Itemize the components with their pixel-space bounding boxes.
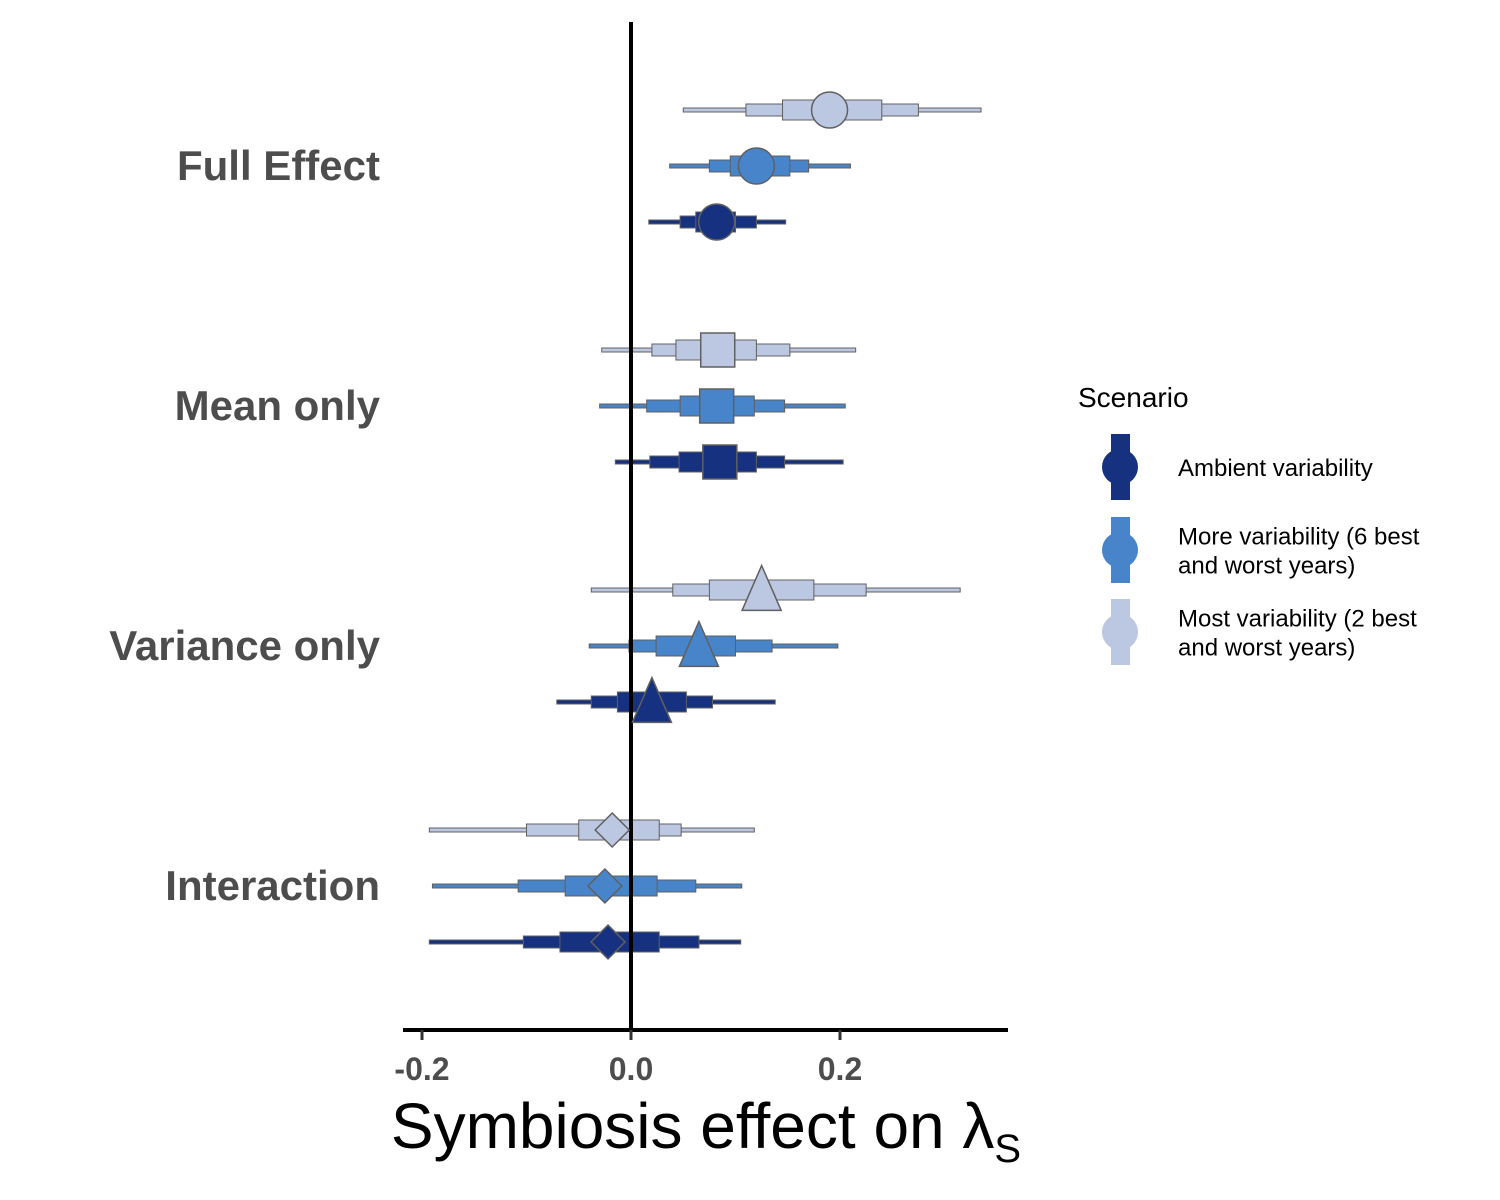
legend-label: and worst years) [1178,635,1355,662]
x-axis-label: Symbiosis effect on λS [391,1090,1021,1171]
legend-label: Ambient variability [1178,455,1373,482]
median-point [697,203,736,241]
median-point [740,563,783,612]
median-point [737,147,776,185]
x-tick-label: -0.2 [394,1051,449,1087]
x-axis-label-subscript: S [994,1127,1021,1171]
median-point [589,923,627,961]
legend-key-point [1102,532,1138,568]
category-label: Interaction [165,862,380,909]
legend-label: and worst years) [1178,553,1355,580]
median-point [698,388,735,424]
median-point [631,675,673,724]
median-point [702,444,738,480]
x-axis-label-main: Symbiosis effect on λ [391,1090,995,1162]
legend: Scenario Ambient variability More variabi… [1078,382,1420,665]
legend-key-point [1102,614,1138,650]
legend-label: Most variability (2 best [1178,606,1417,633]
x-axis-ticks: -0.2 0.0 0.2 [394,1030,862,1087]
x-tick-label: 0.2 [818,1051,862,1087]
category-labels: Full Effect Mean only Variance only Interac… [109,142,380,909]
legend-title: Scenario [1078,382,1189,413]
median-point [678,619,720,668]
x-tick-label: 0.0 [609,1051,653,1087]
median-point [699,332,736,368]
median-point [586,867,623,905]
category-label: Full Effect [177,142,380,189]
median-point [810,91,849,129]
category-label: Variance only [109,622,380,669]
category-label: Mean only [175,382,381,429]
legend-key-point [1102,449,1138,485]
median-point [594,811,631,849]
legend-label: More variability (6 best [1178,524,1420,551]
markers-layer [586,91,849,961]
